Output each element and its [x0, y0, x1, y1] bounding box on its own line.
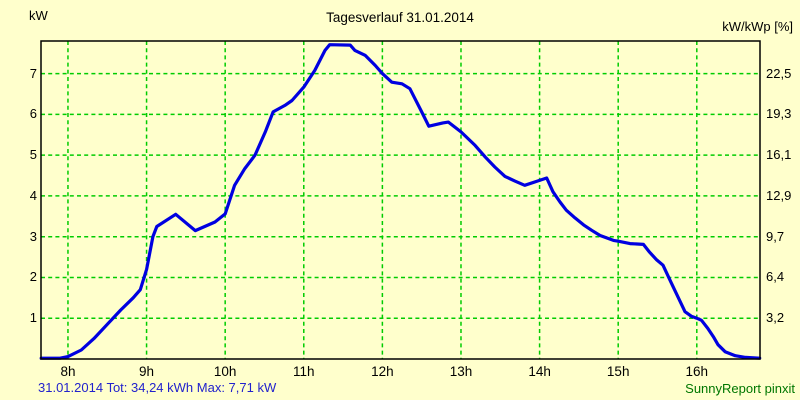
right-axis-tick-label: 9,7	[766, 228, 785, 244]
left-axis-tick-label: 6	[29, 106, 37, 122]
chart-title: Tagesverlauf 31.01.2014	[326, 10, 474, 25]
grid-lines	[41, 41, 760, 359]
right-axis-tick-label: 6,4	[766, 269, 785, 285]
x-axis-tick-label: 10h	[213, 364, 237, 379]
right-axis-tick-label: 12,9	[766, 187, 792, 203]
left-axis-tick-label: 1	[29, 310, 37, 326]
footer-summary-text: 31.01.2014 Tot: 34,24 kWh Max: 7,71 kW	[38, 380, 277, 395]
right-axis-tick-label: 16,1	[766, 147, 792, 163]
x-axis-tick-label: 12h	[371, 364, 394, 379]
x-axis-tick-label: 16h	[685, 364, 709, 379]
power-curve	[39, 43, 762, 360]
right-axis-tick-label: 22,5	[766, 65, 792, 81]
left-axis-tick-label: 7	[29, 65, 37, 81]
x-axis-tick-label: 15h	[606, 364, 630, 379]
x-axis-tick-label: 13h	[449, 364, 473, 379]
footer-credit-text: SunnyReport pinxit	[685, 381, 795, 396]
left-axis-tick-label: 3	[29, 228, 37, 244]
left-axis-tick-label: 2	[29, 269, 37, 285]
right-axis-unit-label: kW/kWp [%]	[722, 19, 793, 34]
right-axis-tick-label: 3,2	[766, 310, 785, 326]
left-axis-tick-label: 5	[29, 147, 37, 163]
left-axis-unit-label: kW	[29, 8, 48, 23]
plot-border	[40, 40, 761, 360]
x-axis-tick-label: 8h	[60, 364, 76, 379]
x-axis-tick-label: 9h	[139, 364, 155, 379]
x-axis-tick-label: 11h	[293, 364, 315, 379]
x-axis-tick-label: 14h	[528, 364, 551, 379]
right-axis-tick-label: 19,3	[766, 106, 792, 122]
left-axis-tick-label: 4	[29, 187, 37, 203]
